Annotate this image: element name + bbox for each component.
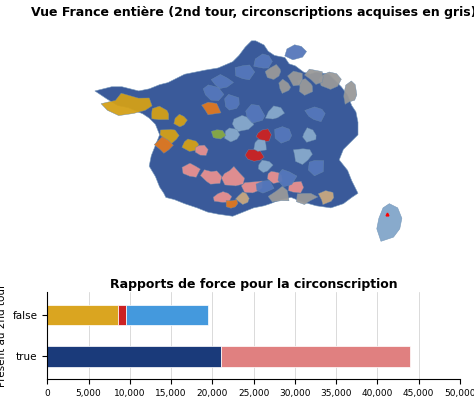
Polygon shape <box>275 126 292 143</box>
Polygon shape <box>201 170 222 184</box>
Polygon shape <box>232 115 254 132</box>
Bar <box>126 305 208 325</box>
Polygon shape <box>241 181 263 193</box>
Polygon shape <box>182 163 201 177</box>
Polygon shape <box>305 107 325 122</box>
Polygon shape <box>319 72 341 89</box>
Polygon shape <box>377 204 402 241</box>
Polygon shape <box>211 130 226 139</box>
Polygon shape <box>95 41 358 216</box>
Polygon shape <box>278 170 297 187</box>
Polygon shape <box>344 81 357 104</box>
Polygon shape <box>267 171 283 184</box>
Polygon shape <box>296 193 318 205</box>
Bar <box>220 346 410 367</box>
Polygon shape <box>279 79 291 93</box>
Polygon shape <box>152 106 169 120</box>
Polygon shape <box>285 45 307 60</box>
Polygon shape <box>203 85 224 101</box>
Polygon shape <box>195 145 208 156</box>
Polygon shape <box>265 106 284 119</box>
Bar <box>47 346 220 367</box>
Polygon shape <box>245 150 264 161</box>
Polygon shape <box>288 182 304 193</box>
Polygon shape <box>221 166 245 186</box>
Polygon shape <box>265 65 281 79</box>
Y-axis label: Present au 2nd tour: Present au 2nd tour <box>0 284 7 387</box>
Polygon shape <box>101 93 152 116</box>
Polygon shape <box>235 65 255 80</box>
Polygon shape <box>254 140 266 151</box>
Title: Rapports de force pour la circonscription: Rapports de force pour la circonscriptio… <box>110 278 397 291</box>
Polygon shape <box>308 160 324 176</box>
Polygon shape <box>293 149 312 164</box>
Polygon shape <box>318 191 334 205</box>
Polygon shape <box>298 79 313 95</box>
Polygon shape <box>174 114 187 127</box>
Polygon shape <box>182 139 199 152</box>
Polygon shape <box>288 71 302 86</box>
Polygon shape <box>268 186 289 202</box>
Polygon shape <box>226 200 238 208</box>
Polygon shape <box>258 160 273 172</box>
Polygon shape <box>256 129 272 142</box>
Polygon shape <box>225 95 239 110</box>
Polygon shape <box>213 192 232 202</box>
Polygon shape <box>254 54 273 68</box>
Bar <box>47 305 118 325</box>
Polygon shape <box>160 129 179 144</box>
Polygon shape <box>211 75 234 89</box>
Bar <box>118 305 126 325</box>
Polygon shape <box>256 180 274 193</box>
Polygon shape <box>236 192 249 205</box>
Polygon shape <box>201 102 221 115</box>
Polygon shape <box>246 105 265 123</box>
Polygon shape <box>225 128 240 142</box>
Polygon shape <box>302 128 316 142</box>
Polygon shape <box>154 137 173 153</box>
Title: Vue France entière (2nd tour, circonscriptions acquises en gris): Vue France entière (2nd tour, circonscri… <box>31 6 474 19</box>
Polygon shape <box>304 69 323 85</box>
